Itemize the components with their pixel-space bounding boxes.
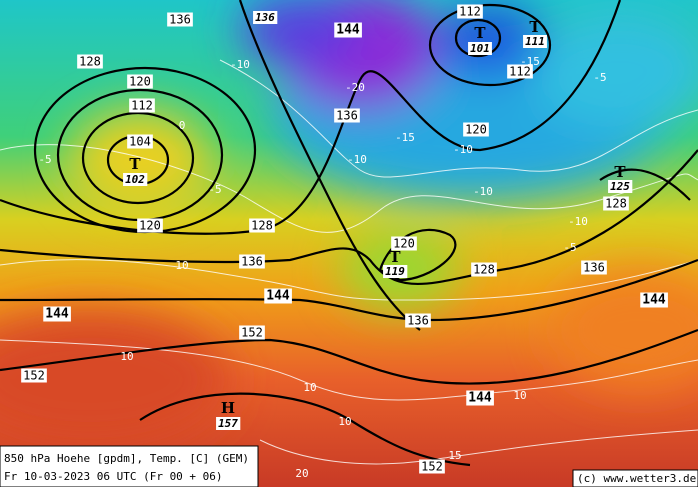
credit: (c) www.wetter3.de [577,472,696,485]
contour-label: 112 [459,5,481,19]
temperature-label: -10 [230,58,250,71]
label-box [405,313,431,328]
pressure-center-letter: T [474,24,486,42]
pressure-center-letter: T [529,18,541,36]
temperature-label: 0 [179,119,186,132]
pressure-center-value: 102 [125,173,145,186]
temperature-label: 10 [175,259,188,272]
label-box [129,98,155,113]
temperature-label: 10 [513,389,526,402]
label-box [581,260,607,275]
contour-label: 136 [407,314,429,328]
temperature-label: -5 [593,71,606,84]
contour-label: 128 [251,219,273,233]
label-box [383,265,408,278]
temperature-label: 10 [120,350,133,363]
footer-line: Fr 10-03-2023 06 UTC (Fr 00 + 06) [4,470,223,483]
label-box [466,390,494,406]
labels: 136 144 112 112 128 120 112 104 136 120 … [21,4,668,480]
label-box [419,459,445,474]
contour-label: 120 [129,75,151,89]
contour-label: 128 [473,263,495,277]
temperature-label: -10 [453,143,473,156]
label-box [167,12,193,27]
label-box [43,306,71,322]
temperature-label: 20 [295,467,308,480]
label-box [523,35,547,48]
label-box [334,108,360,123]
pressure-center-value: 119 [385,265,405,278]
label-box [21,368,47,383]
temperature-label: -5 [38,153,51,166]
label-box [253,11,278,24]
label-box [264,288,292,304]
label-box [608,180,633,193]
contour-label: 112 [509,65,531,79]
temperature-label: -15 [395,131,415,144]
temperature-label: 10 [303,381,316,394]
label-box [127,74,153,89]
contour-label: 120 [465,123,487,137]
pressure-center-letter: T [129,155,141,173]
pressure-center-value: 111 [525,35,545,48]
temperature-label: 10 [338,415,351,428]
pressure-center-value: 136 [255,11,275,24]
label-box [603,196,629,211]
contour-label: 152 [241,326,263,340]
contour-label: 136 [583,261,605,275]
contour-label: 120 [139,219,161,233]
label-box [239,325,265,340]
label-box [239,254,265,269]
label-box [334,22,362,38]
contour-label: 112 [131,99,153,113]
label-box [77,54,103,69]
temperature-label: -10 [568,215,588,228]
label-box [507,64,533,79]
contour-label: 120 [393,237,415,251]
label-box [137,218,163,233]
label-box [640,292,668,308]
label-box [123,173,148,186]
temperature-label: -20 [345,81,365,94]
label-box [463,122,489,137]
pressure-center-value: 125 [610,180,630,193]
contours [0,0,698,467]
label-box [391,236,417,251]
contour-label: 144 [45,307,69,322]
contour-label: 152 [421,460,443,474]
contour-label: 144 [468,391,492,406]
pressure-center-letter: H [221,399,235,417]
footer-box [0,445,259,488]
temperature-label: 15 [448,449,461,462]
contour-label: 144 [336,23,360,38]
label-box [468,42,492,55]
label-box [249,218,275,233]
temperature-label: -15 [520,55,540,68]
pressure-center-value: 157 [218,417,238,430]
temperature-label: -10 [473,185,493,198]
contour-label: 136 [169,13,191,27]
temperature-label: -5 [563,241,576,254]
contour-label: 136 [336,109,358,123]
pressure-center-letter: T [614,163,626,181]
label-box [457,4,483,19]
temperature-label: -5 [208,183,221,196]
temperature-label: -10 [347,153,367,166]
contour-label: 128 [605,197,627,211]
label-box [127,134,153,149]
contour-label: 144 [642,293,666,308]
contour-label: 144 [266,289,290,304]
footer-line: 850 hPa Hoehe [gpdm], Temp. [C] (GEM) [4,452,249,465]
pressure-center-letter: T [389,248,401,266]
temperature-field [0,0,698,450]
pressure-center-value: 101 [470,42,490,55]
contour-label: 152 [23,369,45,383]
contour-label: 104 [129,135,151,149]
contour-label: 128 [79,55,101,69]
contour-label: 136 [241,255,263,269]
label-box [216,417,241,430]
label-box [471,262,497,277]
